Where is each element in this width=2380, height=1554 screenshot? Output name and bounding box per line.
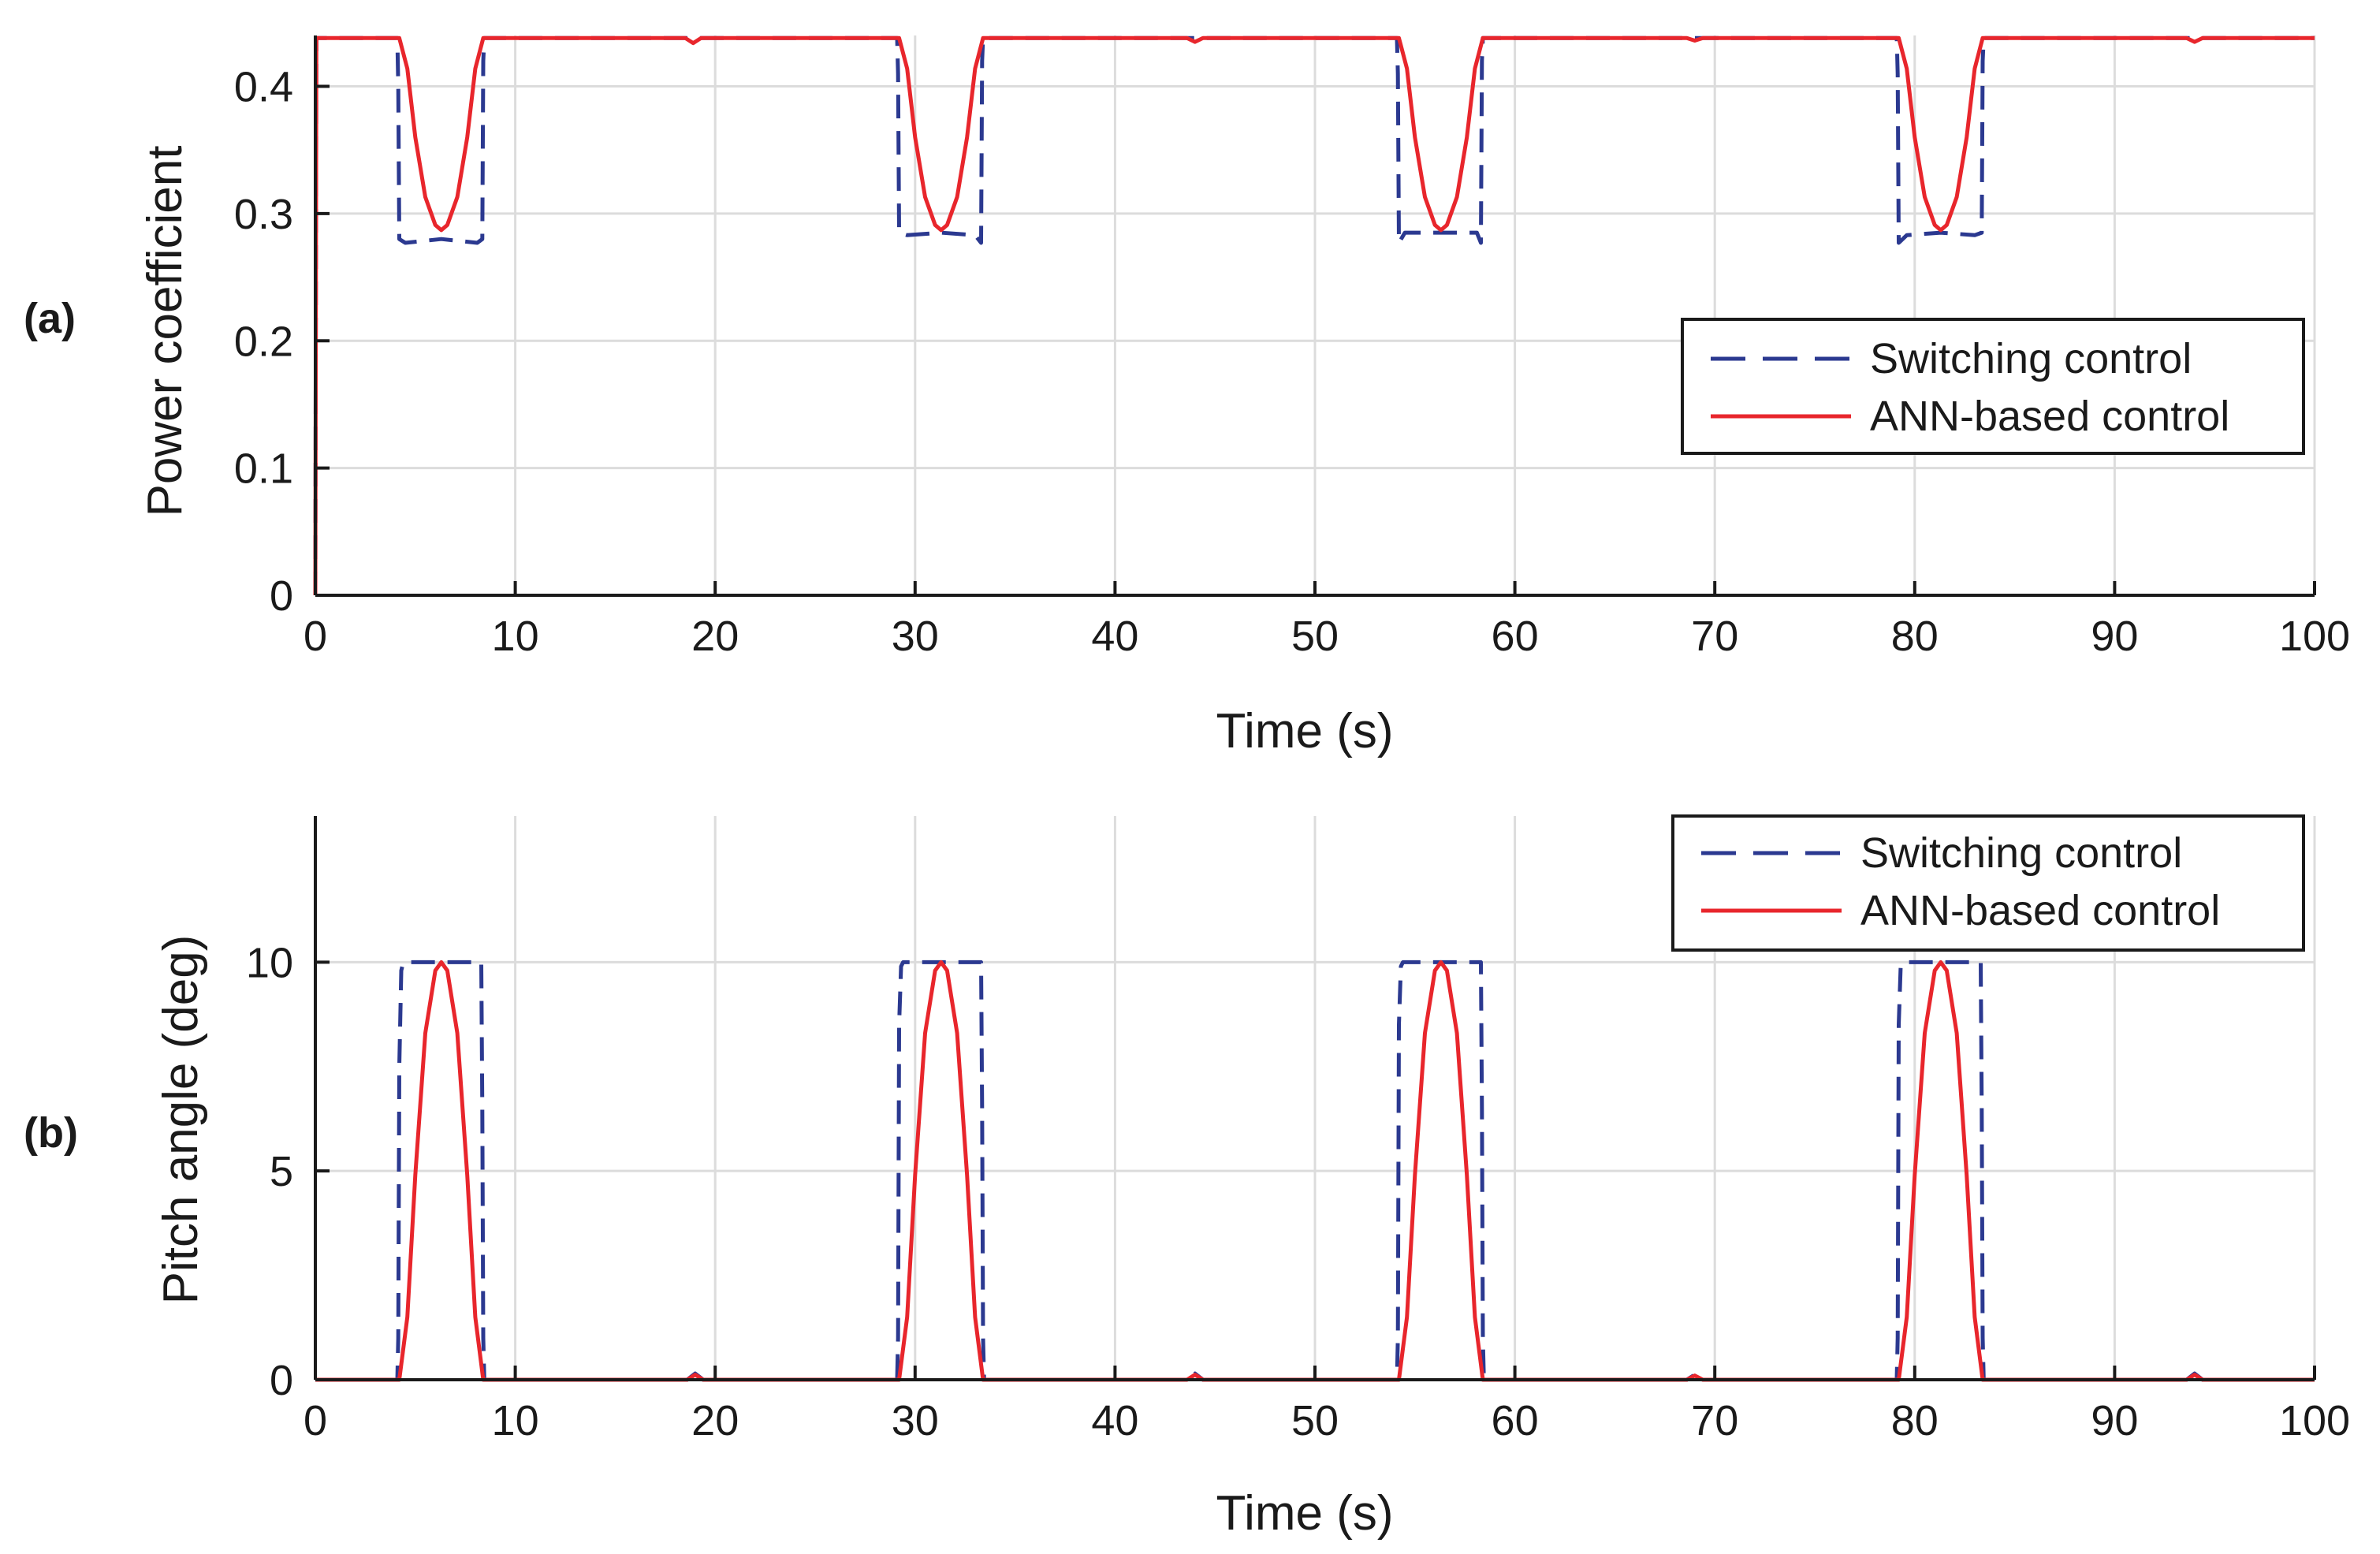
- panel-a-x-tick-label: 0: [304, 613, 327, 660]
- panel-a-x-tick-label: 100: [2279, 613, 2350, 660]
- panel-a-y-tick-label: 0.1: [234, 445, 293, 493]
- panel-a-label: (a): [24, 295, 76, 342]
- panel-a-x-tick-label: 50: [1291, 613, 1339, 660]
- panel-b-x-tick-label: 10: [492, 1397, 539, 1444]
- panel-a-ticks: 0 10 20 30 40 50 60 70 80 90 100 0 0.1 0.2 0.3 0.4: [234, 64, 2350, 660]
- panel-b-x-tick-label: 100: [2279, 1397, 2350, 1444]
- panel-a-x-axis-label: Time (s): [1216, 704, 1394, 758]
- panel-b-x-tick-label: 30: [892, 1397, 939, 1444]
- panel-a-series-ann-based-control: [313, 35, 2315, 596]
- panel-b-x-tick-label: 40: [1091, 1397, 1138, 1444]
- panel-a-y-axis-label: Power coefficient: [138, 146, 192, 517]
- panel-a-legend-box: [1681, 318, 2305, 455]
- panel-a-x-tick-label: 10: [492, 613, 539, 660]
- panel-a-y-tick-label: 0.4: [234, 64, 293, 111]
- panel-b-x-axis-label: Time (s): [1216, 1486, 1394, 1541]
- panel-a-x-tick-label: 20: [691, 613, 739, 660]
- panel-a: (a) 0 10 20 30 40 50 60 70 80 90 10000.10.20.30.4 …: [24, 35, 2350, 758]
- panel-a-legend-label-ann: ANN-based control: [1870, 393, 2229, 440]
- panel-b-y-tick-label: 5: [270, 1148, 293, 1195]
- panel-a-y-tick-label: 0: [270, 572, 293, 620]
- panel-b-ticks: 0 10 20 30 40 50 60 70 80 90 100 0 5 10: [246, 939, 2350, 1444]
- panel-a-series-switching-control: [313, 35, 2315, 596]
- panel-b-x-tick-label: 50: [1291, 1397, 1339, 1444]
- panel-a-x-tick-label: 60: [1492, 613, 1539, 660]
- panel-a-x-tick-label: 40: [1091, 613, 1138, 660]
- panel-a-y-tick-label: 0.3: [234, 191, 293, 238]
- panel-b-series-switching-control: [315, 960, 2315, 1382]
- panel-b-y-axis-label: Pitch angle (deg): [154, 935, 208, 1305]
- panel-b-legend: Switching control ANN-based control: [1671, 814, 2305, 952]
- panel-b-legend-box: [1671, 814, 2305, 952]
- panel-a-grid: [315, 35, 2316, 595]
- panel-b-x-tick-label: 70: [1691, 1397, 1738, 1444]
- panel-b-x-tick-label: 80: [1891, 1397, 1939, 1444]
- panel-a-x-tick-label: 80: [1891, 613, 1939, 660]
- panel-b-legend-label-ann: ANN-based control: [1860, 887, 2220, 934]
- panel-a-y-tick-label: 0.2: [234, 318, 293, 365]
- panel-a-x-tick-label: 90: [2091, 613, 2138, 660]
- panel-b-x-tick-label: 20: [691, 1397, 739, 1444]
- panel-a-legend: Switching control ANN-based control: [1681, 318, 2305, 455]
- panel-a-series: [313, 35, 2315, 596]
- panel-b-x-tick-label: 90: [2091, 1397, 2138, 1444]
- panel-a-x-tick-label: 30: [892, 613, 939, 660]
- panel-b-y-tick-label: 10: [246, 939, 293, 986]
- panel-b-x-tick-label: 60: [1492, 1397, 1539, 1444]
- panel-a-x-tick-label: 70: [1691, 613, 1738, 660]
- panel-b-legend-label-switching: Switching control: [1860, 829, 2182, 877]
- panel-b-label: (b): [24, 1109, 78, 1157]
- panel-b-x-tick-label: 0: [304, 1397, 327, 1444]
- panel-a-legend-label-switching: Switching control: [1870, 335, 2192, 382]
- panel-b-y-tick-label: 0: [270, 1357, 293, 1404]
